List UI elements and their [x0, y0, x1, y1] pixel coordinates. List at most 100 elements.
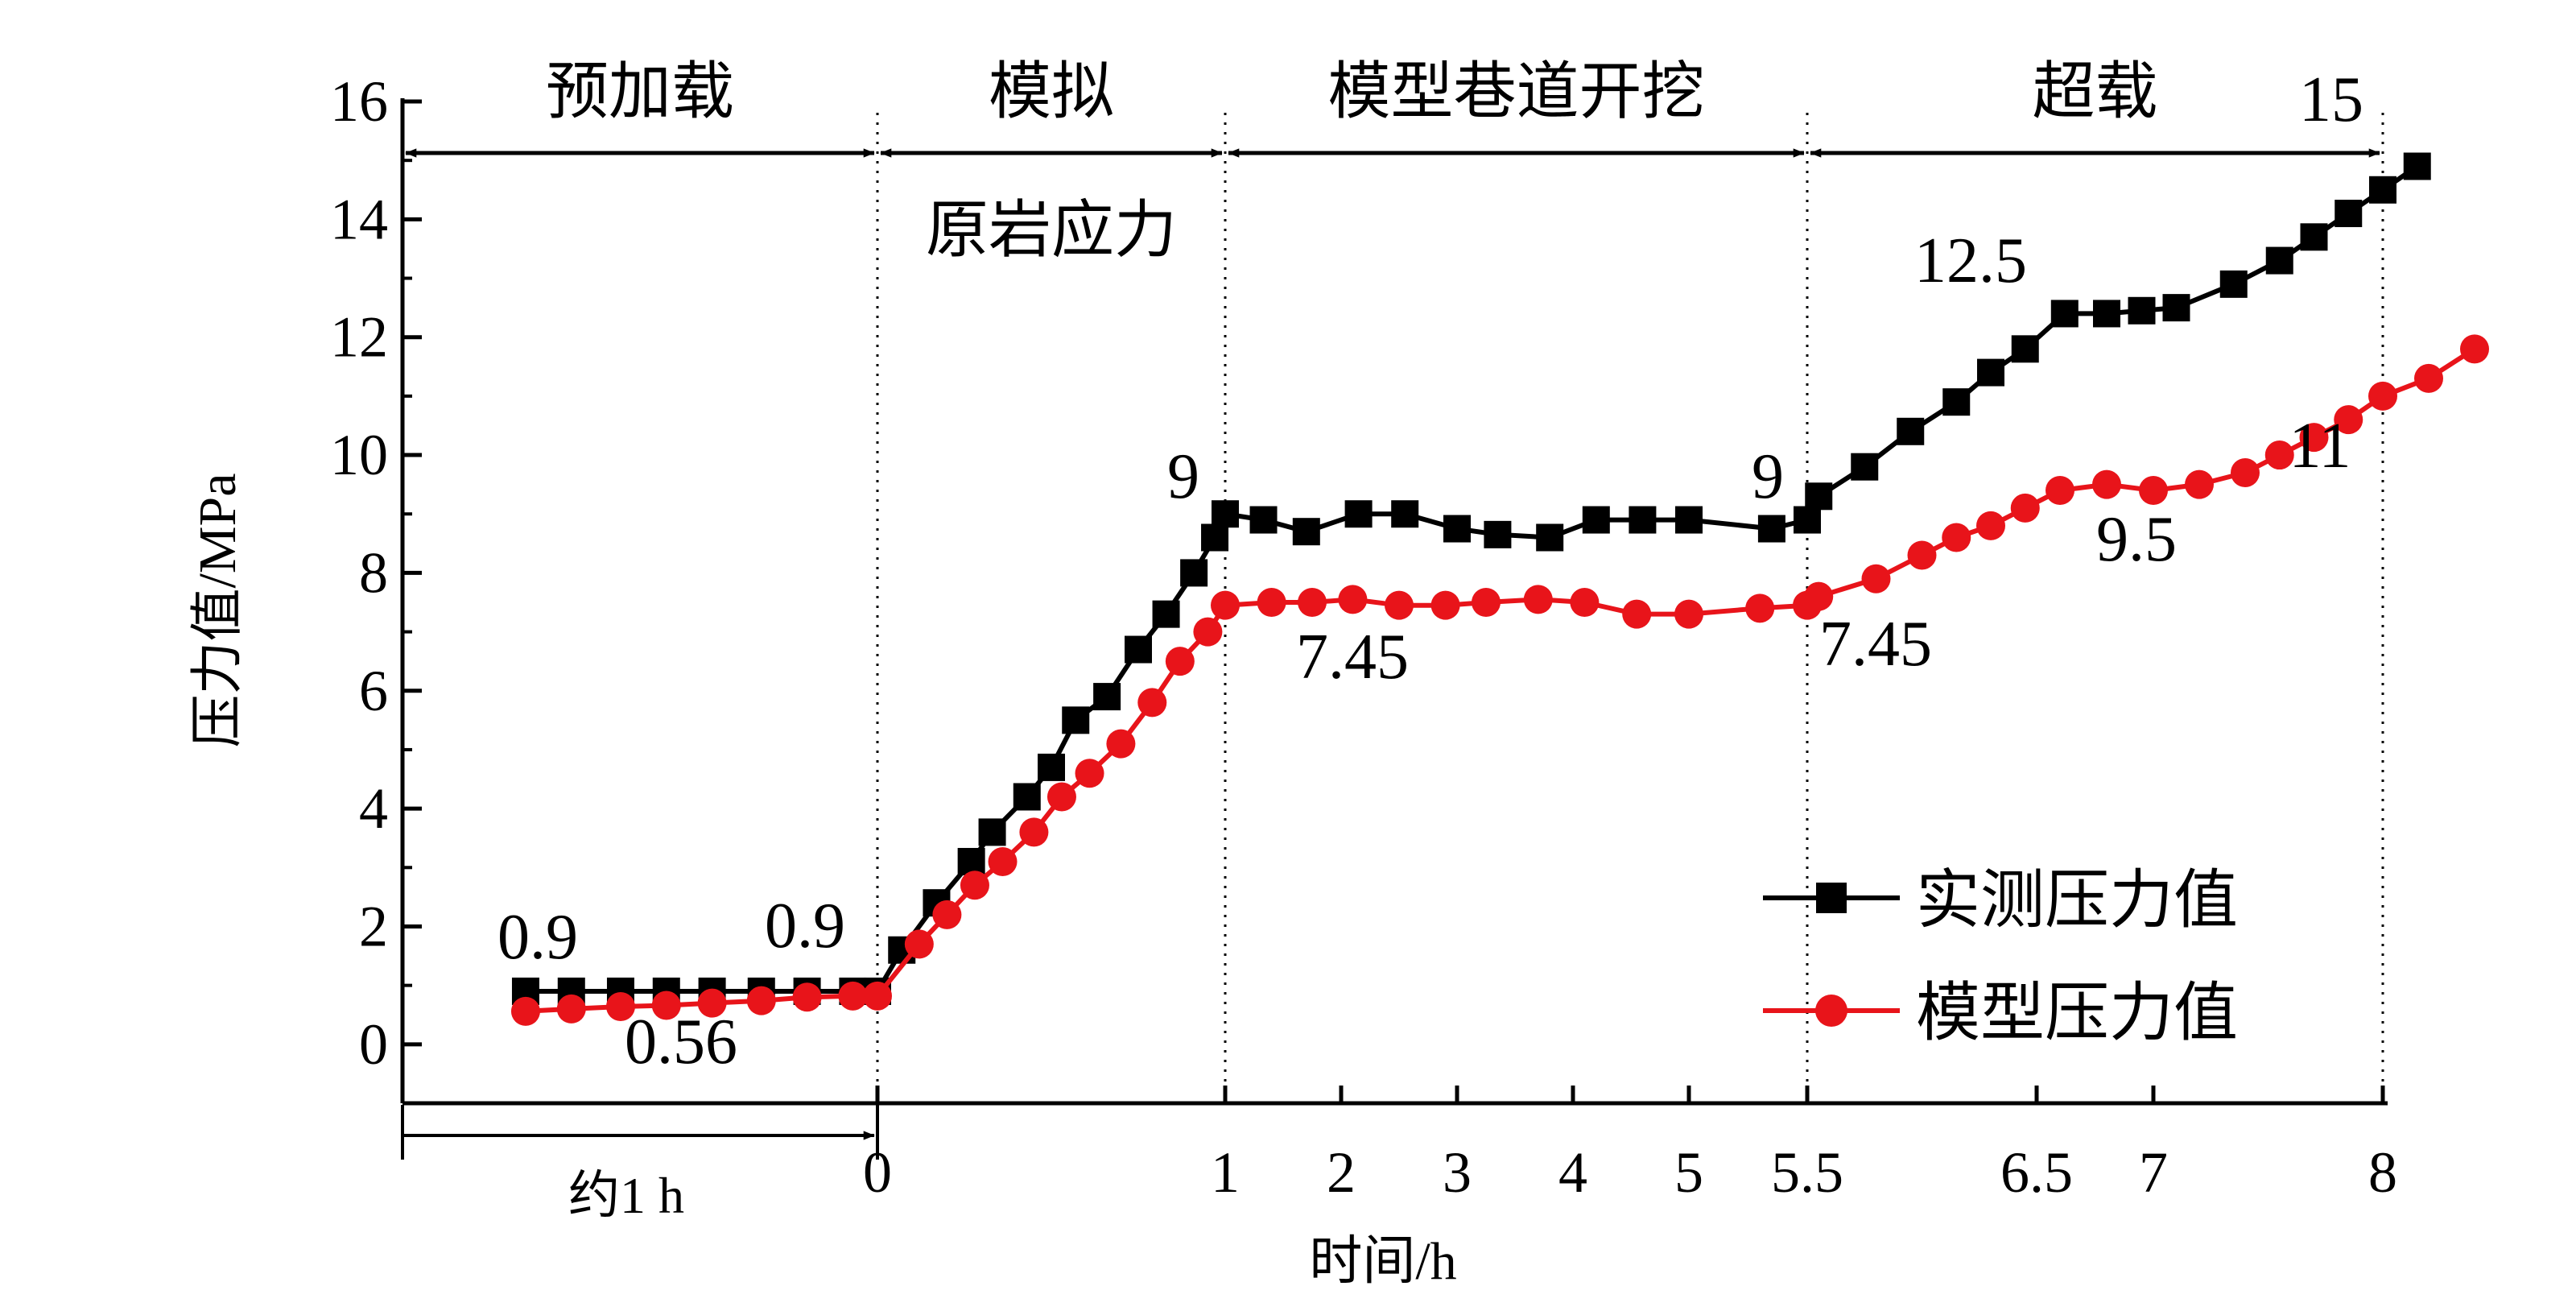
point-s1-14	[1046, 782, 1076, 812]
point-s1-21	[1257, 588, 1286, 617]
point-s1-23	[1338, 585, 1368, 614]
point-s0-30	[1629, 506, 1657, 534]
x-tick-label-6.5: 6.5	[2000, 1140, 2073, 1205]
point-s1-44	[2264, 440, 2294, 470]
point-s0-19	[1180, 559, 1208, 587]
y-tick-label-2: 2	[359, 894, 388, 958]
legend: 实测压力值 模型压力值	[1763, 866, 2238, 1049]
point-s0-43	[2162, 294, 2190, 322]
point-s1-35	[1907, 540, 1937, 570]
point-s1-8	[863, 981, 892, 1011]
point-s1-9	[904, 929, 934, 959]
point-s0-21	[1212, 500, 1239, 528]
point-s1-37	[1976, 511, 2005, 540]
legend-label-measured: 实测压力值	[1916, 866, 2238, 937]
point-s1-24	[1385, 590, 1414, 620]
point-s1-0	[510, 996, 540, 1026]
x-tick-label-5: 5	[1674, 1140, 1703, 1205]
point-s1-45	[2299, 423, 2329, 453]
y-tick-label-14: 14	[330, 187, 388, 251]
point-s1-13	[1019, 817, 1049, 847]
point-s1-29	[1622, 599, 1652, 629]
y-tick-label-12: 12	[330, 305, 388, 370]
point-s1-41	[2139, 475, 2168, 505]
point-s0-27	[1484, 520, 1512, 548]
point-s1-12	[988, 846, 1018, 876]
legend-marker-measured	[1816, 883, 1847, 913]
point-s0-34	[1805, 482, 1833, 511]
point-s0-18	[1152, 600, 1180, 628]
value-annotation-2: 0.9	[765, 891, 845, 962]
point-s1-46	[2334, 405, 2363, 435]
point-s1-17	[1137, 688, 1167, 718]
legend-label-model: 模型压力值	[1916, 978, 2238, 1049]
point-s1-39	[2046, 475, 2074, 505]
y-tick-label-0: 0	[359, 1012, 388, 1077]
point-s1-6	[792, 982, 822, 1012]
value-annotation-6: 7.45	[1819, 609, 1932, 680]
point-s1-33	[1804, 581, 1834, 611]
y-tick-label-4: 4	[359, 776, 388, 841]
x-tick-label-2: 2	[1327, 1140, 1356, 1205]
point-s0-23	[1292, 518, 1320, 546]
point-s0-25	[1391, 500, 1419, 528]
point-s0-12	[978, 818, 1006, 846]
point-s1-15	[1075, 759, 1104, 788]
point-s1-26	[1472, 588, 1501, 617]
point-s0-39	[2011, 335, 2039, 363]
point-s0-47	[2334, 200, 2363, 228]
series-group	[510, 152, 2489, 1026]
y-tick-label-6: 6	[359, 659, 388, 723]
value-annotation-8: 9.5	[2096, 504, 2177, 575]
legend-marker-model	[1815, 995, 1847, 1027]
point-s1-25	[1430, 590, 1460, 620]
point-s1-3	[651, 990, 681, 1020]
x-tick-label-8: 8	[2368, 1140, 2397, 1205]
point-s0-49	[2403, 152, 2431, 180]
point-s0-45	[2265, 246, 2293, 275]
y-axis-label: 压力值/MPa	[188, 473, 247, 747]
annotation-group: 0.9 0.56 0.9 9 7.45 9 7.45 12.5 9.5 11 15	[497, 64, 2363, 1077]
x-tick-label-3: 3	[1443, 1140, 1472, 1205]
point-s1-22	[1298, 588, 1327, 617]
value-annotation-4: 7.45	[1296, 622, 1409, 693]
point-s1-49	[2460, 334, 2489, 364]
point-s0-38	[1977, 358, 2004, 387]
x-tick-label-5.5: 5.5	[1771, 1140, 1843, 1205]
point-s1-10	[932, 900, 962, 929]
phase-label-0: 预加载	[546, 56, 734, 126]
point-s1-30	[1674, 599, 1703, 629]
point-s1-47	[2368, 381, 2397, 411]
value-annotation-7: 12.5	[1914, 225, 2027, 296]
point-s1-36	[1942, 523, 1971, 552]
point-s1-16	[1106, 729, 1136, 759]
point-s1-20	[1211, 590, 1240, 620]
point-s1-28	[1570, 588, 1600, 617]
point-s0-20	[1201, 523, 1229, 552]
point-s0-42	[2128, 296, 2156, 325]
x-tick-label-7: 7	[2139, 1140, 2168, 1205]
point-s0-44	[2219, 270, 2248, 298]
point-s0-48	[2369, 176, 2396, 204]
point-s0-16	[1093, 683, 1121, 711]
point-s0-28	[1536, 523, 1564, 552]
point-s0-40	[2050, 300, 2079, 328]
point-s0-14	[1038, 753, 1065, 781]
point-s1-1	[556, 994, 586, 1024]
point-s1-27	[1523, 585, 1553, 614]
y-tick-label-16: 16	[330, 69, 388, 134]
point-s0-11	[957, 847, 985, 875]
point-s1-18	[1165, 647, 1195, 676]
x-tick-label-4: 4	[1558, 1140, 1587, 1205]
y-tick-label-8: 8	[359, 540, 388, 605]
x-axis-label: 时间/h	[1309, 1232, 1456, 1291]
value-annotation-10: 15	[2299, 64, 2363, 135]
phase-label-1-line2: 原岩应力	[926, 195, 1177, 265]
value-annotation-9: 11	[2289, 411, 2351, 482]
point-s1-34	[1861, 564, 1891, 593]
phase-label-2: 模型巷道开挖	[1327, 56, 1704, 126]
point-s1-43	[2231, 458, 2260, 488]
